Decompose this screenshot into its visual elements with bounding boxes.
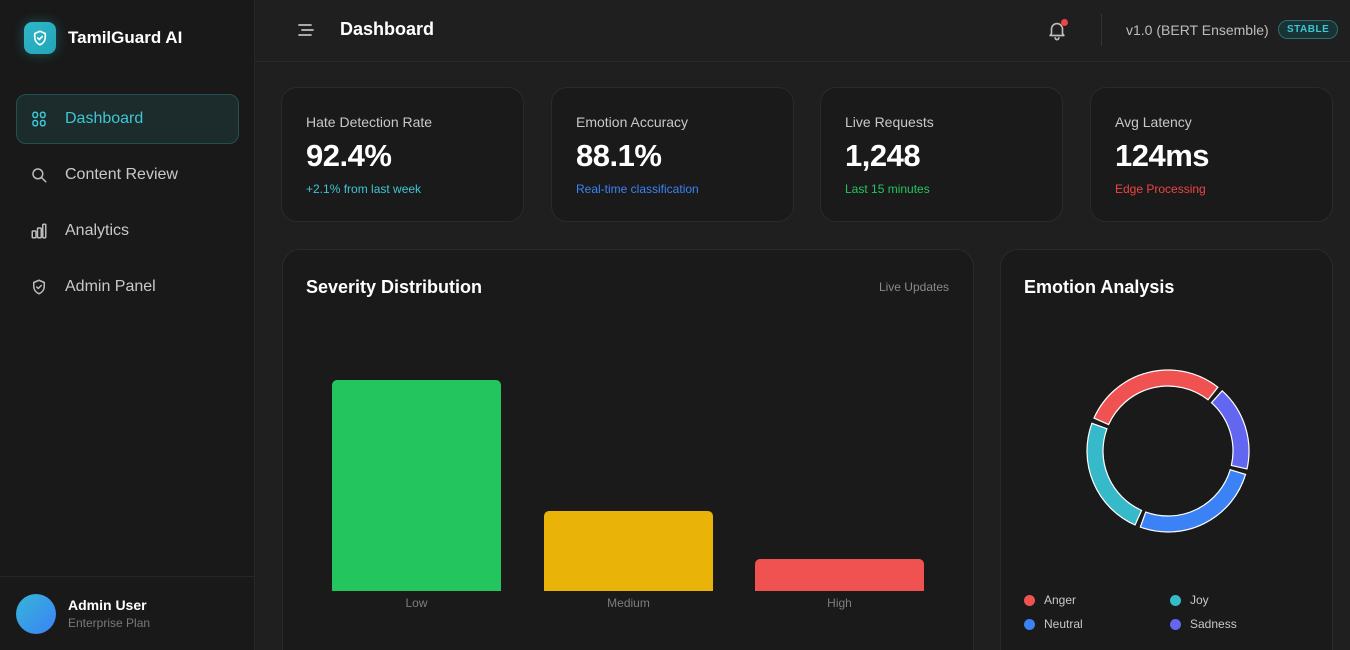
stat-label: Hate Detection Rate xyxy=(306,114,433,130)
stat-value: 1,248 xyxy=(845,138,921,173)
legend-dot xyxy=(1170,618,1181,630)
user-name: Admin User xyxy=(68,597,147,613)
donut-slice-joy xyxy=(1086,422,1143,526)
x-tick-label: Low xyxy=(405,596,428,610)
notifications-button[interactable] xyxy=(1046,19,1068,41)
legend-item-sadness: Sadness xyxy=(1170,617,1237,631)
severity-distribution-panel: Severity Distribution Live Updates Low Me… xyxy=(282,249,974,650)
menu-toggle-button[interactable] xyxy=(297,21,315,39)
stat-subtext: Real-time classification xyxy=(576,182,699,196)
bell-icon xyxy=(1049,22,1065,41)
emotion-analysis-panel: Emotion Analysis Anger Joy Neutral Sadness xyxy=(1000,249,1333,650)
search-icon xyxy=(30,166,48,184)
bar-high xyxy=(755,559,924,591)
top-header: Dashboard v1.0 (BERT Ensemble) STABLE xyxy=(255,0,1350,62)
legend-label: Neutral xyxy=(1044,617,1083,631)
stat-card-live-requests: Live Requests 1,248 Last 15 minutes xyxy=(820,87,1063,222)
legend-dot xyxy=(1170,594,1181,606)
shield-check-icon xyxy=(30,278,48,296)
sidebar-item-analytics[interactable]: Analytics xyxy=(16,206,239,256)
sidebar-nav: Dashboard Content Review Analytics xyxy=(16,94,239,318)
legend-item-anger: Anger xyxy=(1024,593,1076,607)
legend-item-joy: Joy xyxy=(1170,593,1209,607)
donut-slice-neutral xyxy=(1139,469,1247,533)
sidebar-item-dashboard[interactable]: Dashboard xyxy=(16,94,239,144)
user-profile[interactable]: Admin User Enterprise Plan xyxy=(0,576,255,650)
sidebar-item-label: Analytics xyxy=(65,222,130,239)
stat-value: 124ms xyxy=(1115,138,1210,173)
legend-label: Joy xyxy=(1190,593,1209,607)
stat-subtext: Edge Processing xyxy=(1115,182,1206,196)
x-tick-label: High xyxy=(827,596,852,610)
panel-title: Severity Distribution xyxy=(306,277,483,297)
donut-slice-sadness xyxy=(1210,389,1250,470)
panel-title: Emotion Analysis xyxy=(1024,277,1175,297)
donut-slice-anger xyxy=(1093,369,1219,426)
stat-card-hate-detection: Hate Detection Rate 92.4% +2.1% from las… xyxy=(281,87,524,222)
x-tick-label: Medium xyxy=(607,596,650,610)
stat-value: 88.1% xyxy=(576,138,662,173)
legend-label: Anger xyxy=(1044,593,1077,607)
stat-value: 92.4% xyxy=(306,138,392,173)
legend-item-neutral: Neutral xyxy=(1024,617,1083,631)
stat-subtext: +2.1% from last week xyxy=(306,182,422,196)
bar-medium xyxy=(544,511,713,591)
sidebar-item-label: Content Review xyxy=(65,166,178,183)
stat-card-avg-latency: Avg Latency 124ms Edge Processing xyxy=(1090,87,1333,222)
stat-label: Avg Latency xyxy=(1115,114,1192,130)
user-text: Admin User Enterprise Plan xyxy=(68,597,150,630)
sidebar-item-label: Dashboard xyxy=(65,110,144,127)
model-version: v1.0 (BERT Ensemble) xyxy=(1126,22,1269,38)
stat-label: Live Requests xyxy=(845,114,934,130)
live-updates-label: Live Updates xyxy=(878,280,949,294)
stat-subtext: Last 15 minutes xyxy=(845,182,930,196)
grid-icon xyxy=(30,110,48,128)
legend-dot xyxy=(1024,618,1035,630)
legend-dot xyxy=(1024,594,1035,606)
header-divider xyxy=(1101,14,1102,46)
user-plan: Enterprise Plan xyxy=(68,616,151,630)
sidebar-item-label: Admin Panel xyxy=(65,278,156,295)
bar-chart-icon xyxy=(30,222,48,240)
status-badge: STABLE xyxy=(1278,20,1339,39)
notification-dot xyxy=(1061,19,1068,26)
stat-label: Emotion Accuracy xyxy=(576,114,689,130)
page-title: Dashboard xyxy=(340,19,435,39)
sidebar-item-admin-panel[interactable]: Admin Panel xyxy=(16,262,239,312)
brand-name: TamilGuard AI xyxy=(68,28,183,47)
stat-card-emotion-accuracy: Emotion Accuracy 88.1% Real-time classif… xyxy=(551,87,794,222)
legend-label: Sadness xyxy=(1190,617,1237,631)
sidebar-item-content-review[interactable]: Content Review xyxy=(16,150,239,200)
brand[interactable]: TamilGuard AI xyxy=(24,22,182,54)
avatar xyxy=(16,593,56,634)
emotion-donut-chart xyxy=(1085,368,1251,534)
menu-icon xyxy=(298,24,314,36)
sidebar: TamilGuard AI Dashboard Content R xyxy=(0,0,255,650)
shield-check-icon xyxy=(24,22,56,54)
bar-low xyxy=(332,380,501,591)
